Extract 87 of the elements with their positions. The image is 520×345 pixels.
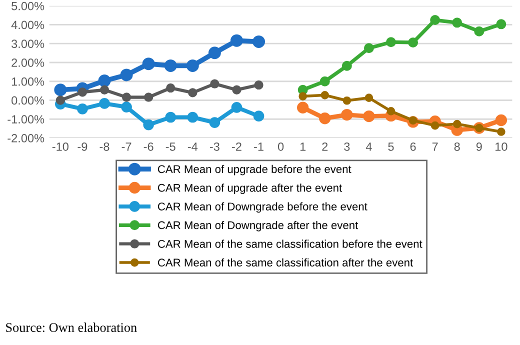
y-tick-label: -2.00% (8, 134, 44, 142)
point (121, 102, 132, 112)
point (253, 110, 264, 122)
point (298, 92, 308, 100)
legend-label: CAR Mean of upgrade after the event (158, 184, 342, 194)
x-tick-label: -2 (232, 142, 242, 151)
source-note: Source: Own elaboration (6, 322, 137, 332)
y-tick-label: 3.00% (12, 40, 44, 48)
point (342, 96, 352, 105)
x-tick-label: 3 (344, 142, 350, 151)
point (166, 83, 176, 93)
point (430, 15, 440, 26)
point (386, 107, 396, 116)
point (187, 112, 198, 123)
point (495, 114, 508, 126)
point (320, 76, 330, 86)
point (54, 84, 67, 96)
x-tick-label: -5 (166, 142, 176, 151)
point (188, 88, 198, 98)
x-tick-label: 10 (496, 142, 508, 151)
point (210, 79, 220, 88)
x-tick-label: -1 (254, 142, 264, 151)
point (364, 94, 374, 102)
point (252, 35, 266, 48)
x-tick-label: -6 (144, 142, 154, 151)
legend-label: CAR Mean of the same classification before the event (158, 240, 422, 248)
x-tick-label: 8 (454, 142, 460, 151)
y-tick-label: -1.00% (8, 115, 44, 124)
point (232, 85, 242, 94)
x-tick-label: -10 (52, 142, 68, 151)
point (320, 90, 330, 100)
legend-label: CAR Mean of Downgrade after the event (158, 220, 358, 232)
point (452, 18, 462, 28)
x-tick-label: 7 (432, 142, 438, 151)
point (164, 59, 177, 72)
point (56, 96, 66, 105)
point (497, 128, 506, 136)
x-tick-label: 2 (322, 142, 328, 151)
x-tick-label: 9 (476, 142, 482, 151)
point (77, 104, 88, 114)
point (142, 58, 155, 70)
point (319, 112, 331, 124)
x-tick-label: -9 (78, 142, 88, 151)
point (408, 37, 418, 48)
y-tick-label: 4.00% (11, 20, 44, 30)
point (120, 68, 133, 82)
point (99, 98, 110, 109)
x-tick-label: 4 (366, 142, 372, 151)
point (342, 60, 352, 71)
x-tick-label: -3 (210, 142, 220, 151)
y-tick-label: 5.00% (12, 2, 44, 10)
point (78, 88, 88, 97)
point (254, 80, 264, 90)
point (186, 59, 199, 72)
point (297, 102, 309, 114)
x-tick-label: 6 (410, 142, 416, 151)
point (122, 92, 132, 102)
point (143, 119, 154, 130)
x-tick-label: 5 (388, 142, 394, 151)
point (363, 110, 375, 122)
legend-label: CAR Mean of the same classification after the event (158, 258, 414, 267)
point (98, 74, 111, 88)
point (144, 92, 154, 102)
point (231, 102, 242, 113)
point (208, 46, 221, 60)
y-tick-label: 1.00% (12, 77, 44, 86)
x-tick-label: 1 (300, 142, 306, 151)
point (452, 120, 462, 128)
point (408, 116, 418, 125)
point (386, 37, 396, 48)
point (165, 112, 176, 123)
point (100, 85, 110, 94)
point (430, 121, 440, 130)
point (230, 34, 243, 47)
y-tick-label: 2.00% (12, 58, 44, 67)
legend-label: CAR Mean of Downgrade before the event (158, 202, 368, 213)
point (496, 19, 506, 30)
point (341, 108, 353, 121)
y-tick-label: 0.00% (12, 96, 44, 105)
point (474, 26, 484, 36)
legend-label: CAR Mean of upgrade before the event (158, 164, 352, 176)
x-tick-label: 0 (278, 142, 284, 151)
point (364, 43, 374, 54)
point (209, 117, 220, 128)
x-tick-label: -4 (188, 142, 198, 151)
x-tick-label: -7 (122, 142, 132, 151)
x-tick-label: -8 (100, 142, 110, 151)
